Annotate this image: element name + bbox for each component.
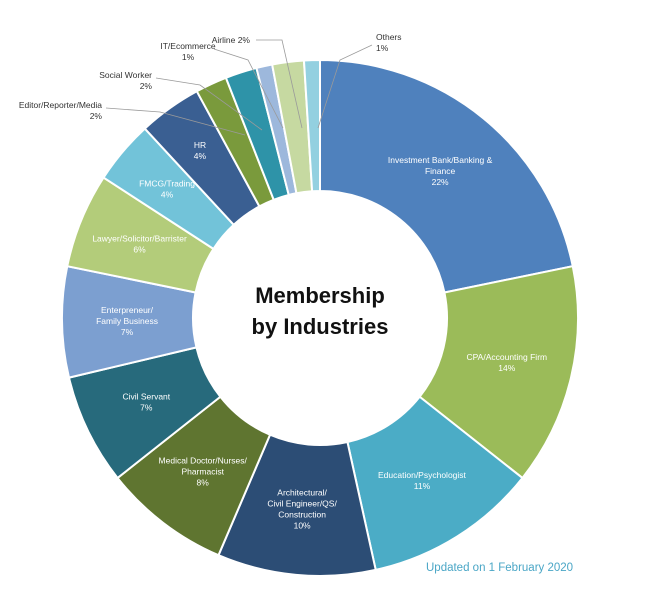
leader-line-airline <box>256 39 303 129</box>
slice-label-line: 7% <box>140 403 153 413</box>
slice-label-architectural-civil-engineer-qs-construction: Architectural/Civil Engineer/QS/Construc… <box>267 488 337 531</box>
slice-label-line: 7% <box>121 327 134 337</box>
slice-label-civil-servant: Civil Servant 7% <box>122 392 170 413</box>
slice-investment-bank-banking-finance <box>319 58 574 294</box>
slice-label-line: Airline 2% <box>212 35 251 45</box>
chart-title-line-1: Membership <box>255 283 385 308</box>
slice-label-it-ecommerce: IT/Ecommerce 1% <box>160 41 216 62</box>
slice-label-line: Social Worker <box>99 70 152 80</box>
slice-label-line: Medical Doctor/Nurses/ <box>159 455 248 465</box>
leader-line-others <box>317 44 373 129</box>
slice-label-cpa-accounting-firm: CPA/Accounting Firm 14% <box>466 352 547 373</box>
slice-label-lawyer-solicitor-barrister: Lawyer/Solicitor/Barrister 6% <box>92 234 187 255</box>
slice-label-line: Architectural/ <box>277 488 327 498</box>
slice-label-line: 14% <box>498 363 515 373</box>
slice-label-line: 2% <box>90 111 103 121</box>
slice-label-line: Enterpreneur/ <box>101 305 154 315</box>
slice-label-others: Others 1% <box>376 32 402 53</box>
slice-label-hr: HR 4% <box>194 140 207 161</box>
chart-title-line-2: by Industries <box>252 314 389 339</box>
slice-others <box>302 58 321 193</box>
slice-label-line: 1% <box>182 52 195 62</box>
slice-label-line: IT/Ecommerce <box>160 41 216 51</box>
slice-label-enterepreneur-family-business: Enterpreneur/Family Business 7% <box>96 305 158 337</box>
slice-label-line: 11% <box>414 481 431 491</box>
leader-line-editor-reporter-media <box>105 107 246 136</box>
slice-label-line: Finance <box>425 166 456 176</box>
slice-label-line: 8% <box>197 477 210 487</box>
slice-label-airline: Airline 2% <box>212 35 251 45</box>
slice-label-line: Family Business <box>96 316 158 326</box>
slice-label-line: Investment Bank/Banking & <box>388 155 493 165</box>
leader-line-social-worker <box>155 77 263 131</box>
slice-label-line: Civil Servant <box>122 392 170 402</box>
slice-label-medical-doctor-nurses-pharmacist: Medical Doctor/Nurses/Pharmacist 8% <box>159 455 248 487</box>
slice-label-education-psychologist: Education/Psychologist 11% <box>378 470 467 491</box>
slice-label-line: Education/Psychologist <box>378 470 467 480</box>
slice-label-fmcg-trading: FMCG/Trading 4% <box>139 179 195 200</box>
slice-label-investment-bank-banking-finance: Investment Bank/Banking & Finance 22% <box>388 155 493 187</box>
slice-label-line: Editor/Reporter/Media <box>19 100 102 110</box>
slice-label-line: Pharmacist <box>181 466 224 476</box>
slice-cpa-accounting-firm <box>418 265 579 480</box>
slice-label-line: 10% <box>294 521 311 531</box>
slice-label-line: 6% <box>133 245 146 255</box>
slice-label-line: 1% <box>376 43 389 53</box>
slice-label-line: FMCG/Trading <box>139 179 195 189</box>
updated-date: Updated on 1 February 2020 <box>426 562 574 574</box>
slice-label-line: Civil Engineer/QS/ <box>267 499 337 509</box>
slice-label-social-worker: Social Worker 2% <box>99 70 152 91</box>
slice-label-line: 22% <box>432 177 449 187</box>
slice-label-line: 2% <box>140 81 153 91</box>
slice-label-editor-reporter-media: Editor/Reporter/Media 2% <box>19 100 103 121</box>
slice-label-line: HR <box>194 140 206 150</box>
slice-label-line: 4% <box>161 190 174 200</box>
slice-label-line: Others <box>376 32 402 42</box>
slice-label-line: CPA/Accounting Firm <box>466 352 547 362</box>
leader-line-it-ecommerce <box>213 48 284 129</box>
slice-label-line: Lawyer/Solicitor/Barrister <box>92 234 187 244</box>
slice-label-line: Construction <box>278 510 326 520</box>
slice-label-line: 4% <box>194 151 207 161</box>
